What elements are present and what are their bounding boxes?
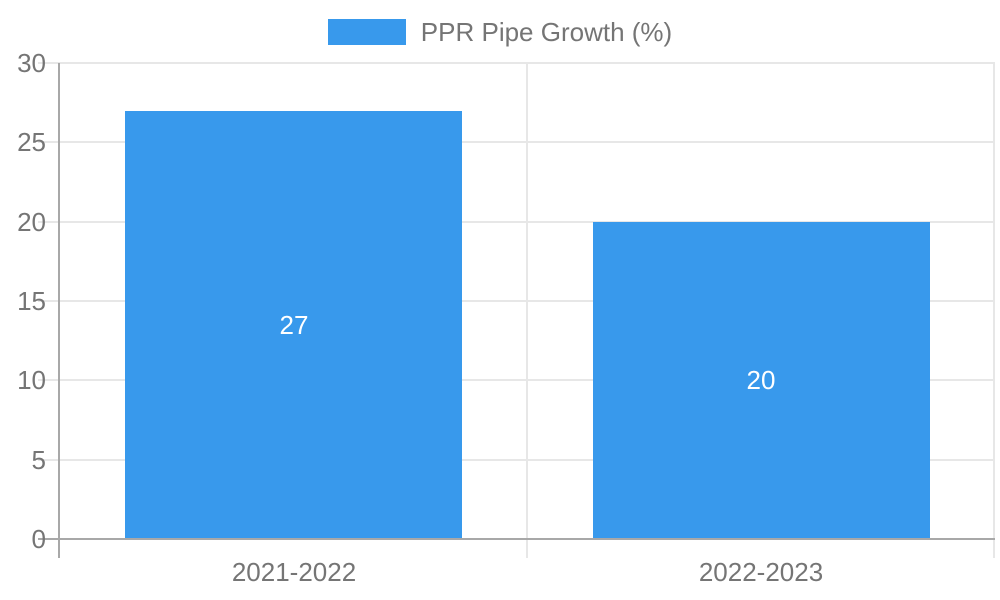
legend-label: PPR Pipe Growth (%) (420, 17, 673, 47)
plot-right-border (993, 63, 995, 558)
y-tick-label: 20 (17, 206, 46, 237)
legend: PPR Pipe Growth (%) (0, 19, 1000, 45)
y-tick-label: 30 (17, 48, 46, 78)
y-gridline (38, 220, 995, 223)
x-axis-baseline (38, 538, 995, 540)
bar-value-label: 27 (279, 310, 309, 340)
x-category-label: 2021-2022 (231, 557, 357, 587)
bar-2021-2022 (125, 111, 462, 539)
y-tick-label: 0 (31, 524, 46, 554)
y-tick-label: 10 (17, 365, 46, 396)
x-category-label: 2022-2023 (698, 557, 824, 587)
legend-swatch (327, 19, 406, 45)
legend-item[interactable]: PPR Pipe Growth (%) (327, 17, 673, 47)
y-axis-line (58, 63, 60, 558)
y-tick-label: 25 (17, 127, 46, 158)
bar-2022-2023 (593, 222, 930, 539)
y-gridline (38, 141, 995, 144)
y-tick-label: 15 (17, 286, 46, 316)
y-gridline (38, 62, 995, 64)
y-gridline (38, 300, 995, 302)
bar-value-label: 20 (746, 365, 776, 395)
y-tick-label: 5 (31, 444, 46, 475)
y-gridline (38, 379, 995, 382)
y-gridline (38, 458, 995, 461)
category-divider (526, 63, 528, 558)
